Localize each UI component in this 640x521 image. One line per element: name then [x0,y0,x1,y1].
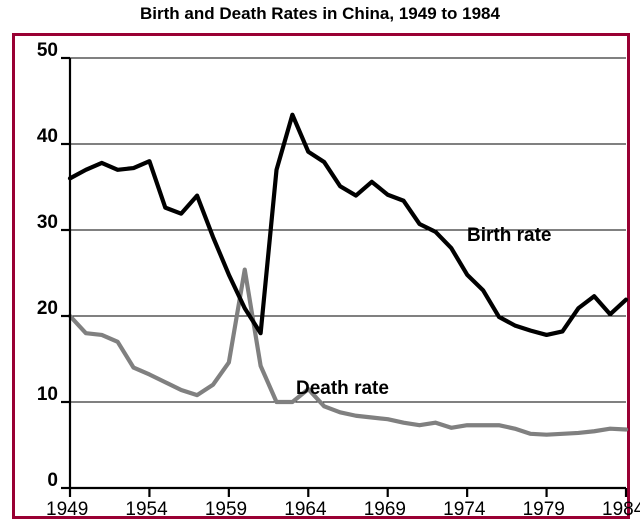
y-tick-label: 50 [26,40,58,62]
y-tick-label: 0 [26,470,58,492]
birth-rate-label: Birth rate [467,225,551,247]
y-tick-label: 30 [26,212,58,234]
x-tick-label: 1984 [602,499,640,521]
y-tick-label: 40 [26,126,58,148]
x-tick-label: 1954 [125,499,167,521]
x-tick-label: 1949 [46,499,88,521]
x-tick-label: 1979 [523,499,565,521]
y-tick-label: 10 [26,384,58,406]
death-rate-line [70,270,626,435]
x-tick-label: 1974 [443,499,485,521]
x-tick-label: 1959 [205,499,247,521]
x-tick-label: 1964 [284,499,326,521]
death-rate-label: Death rate [296,378,389,400]
x-tick-label: 1969 [364,499,406,521]
y-tick-label: 20 [26,298,58,320]
chart-svg [0,0,640,519]
